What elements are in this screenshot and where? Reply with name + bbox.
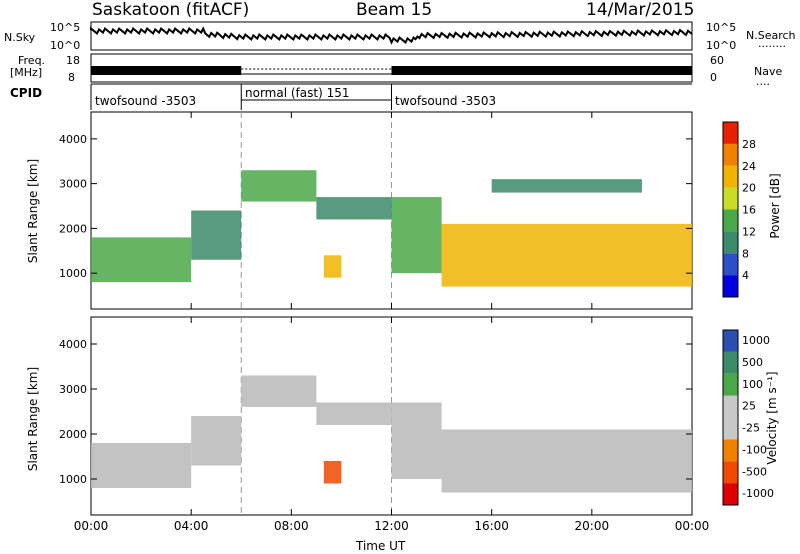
velocity-ytick-label: 1000: [59, 473, 87, 486]
velocity-colorbar-tick: -25: [742, 422, 760, 435]
nave-tick-top: 60: [710, 54, 724, 67]
power-colorbar-segment: [723, 275, 738, 297]
power-colorbar-label: Power [dB]: [768, 173, 782, 239]
cpid-segment-1: twofsound -3503: [95, 94, 197, 108]
velocity-ylabel: Slant Range [km]: [26, 366, 40, 472]
cpid-segment-2: normal (fast) 151: [245, 86, 350, 100]
station-title: Saskatoon (fitACF): [92, 0, 250, 20]
velocity-scatter-band: [316, 402, 392, 425]
power-scatter-band: [323, 255, 342, 278]
nave-tick-bottom: 0: [710, 71, 717, 84]
velocity-colorbar-tick: -1000: [742, 487, 774, 500]
velocity-colorbar-label: Velocity [m s⁻¹]: [765, 371, 779, 465]
velocity-colorbar-tick: 25: [742, 400, 756, 413]
freq-tick-top: 18: [66, 54, 80, 67]
power-scatter-band: [191, 210, 242, 260]
power-scatter-band: [91, 237, 192, 283]
nsearch-label: N.Search: [746, 29, 796, 42]
power-colorbar: [722, 121, 739, 298]
nsearch-tick-top: 10^5: [706, 21, 737, 34]
velocity-ytick-label: 4000: [59, 338, 87, 351]
velocity-colorbar-tick: -500: [742, 465, 767, 478]
velocity-colorbar-tick: 100: [742, 378, 763, 391]
power-colorbar-segment: [723, 231, 738, 254]
velocity-scatter-band: [91, 443, 192, 488]
velocity-scatter-band: [191, 416, 242, 466]
nsky-trace: [90, 26, 693, 45]
power-colorbar-segment: [723, 122, 738, 144]
power-colorbar-tick: 28: [742, 138, 756, 151]
power-colorbar-segment: [723, 187, 738, 210]
power-scatter-band: [316, 197, 392, 220]
velocity-colorbar-segment: [723, 417, 738, 440]
xaxis-tick-label: 08:00: [274, 519, 309, 533]
power-ytick-label: 4000: [59, 133, 87, 146]
nsky-panel: [90, 21, 693, 51]
velocity-colorbar-segment: [723, 351, 738, 374]
xaxis-tick-label: 12:00: [374, 519, 409, 533]
power-colorbar-tick: 24: [742, 160, 756, 173]
velocity-scatter-band: [241, 375, 317, 407]
velocity-scatter-band: [441, 429, 692, 493]
power-scatter-band: [441, 223, 692, 287]
velocity-colorbar-segment: [723, 330, 738, 352]
velocity-colorbar-segment: [723, 461, 738, 484]
velocity-scatter-band: [323, 461, 342, 484]
power-scatter-band: [391, 197, 442, 274]
freq-tick-bottom: 8: [68, 71, 75, 84]
velocity-colorbar-segment: [723, 483, 738, 505]
xaxis-tick-label: 04:00: [174, 519, 209, 533]
nsky-label: N.Sky: [4, 31, 36, 44]
power-colorbar-tick: 4: [742, 269, 749, 282]
freq-bar-2: [391, 66, 692, 75]
power-colorbar-segment: [723, 165, 738, 188]
power-colorbar-segment: [723, 143, 738, 166]
date-title: 14/Mar/2015: [586, 0, 695, 20]
cpid-label: CPID: [10, 86, 43, 100]
freq-unit-label: [MHz]: [10, 66, 43, 79]
velocity-colorbar-tick: 1000: [742, 334, 770, 347]
xaxis-tick-label: 00:00: [74, 519, 109, 533]
velocity-ytick-label: 2000: [59, 428, 87, 441]
power-colorbar-tick: 20: [742, 182, 756, 195]
power-colorbar-segment: [723, 209, 738, 232]
xaxis-tick-label: 00:00: [675, 519, 710, 533]
xaxis-tick-label: 20:00: [575, 519, 610, 533]
power-colorbar-segment: [723, 253, 738, 276]
cpid-segment-3: twofsound -3503: [395, 94, 497, 108]
power-colorbar-tick: 16: [742, 204, 756, 217]
velocity-colorbar-segment: [723, 373, 738, 396]
nsearch-tick-bottom: 10^0: [706, 39, 737, 52]
velocity-colorbar-tick: 500: [742, 356, 763, 369]
power-colorbar-tick: 12: [742, 225, 756, 238]
xaxis-label: Time UT: [356, 539, 406, 553]
power-ytick-label: 2000: [59, 222, 87, 235]
power-ytick-label: 3000: [59, 178, 87, 191]
velocity-scatter-band: [391, 402, 442, 479]
nave-dots: ....: [756, 75, 770, 88]
velocity-colorbar-segment: [723, 439, 738, 462]
xaxis-tick-label: 16:00: [474, 519, 509, 533]
velocity-ytick-label: 3000: [59, 383, 87, 396]
power-colorbar-tick: 8: [742, 247, 749, 260]
velocity-colorbar-tick: -100: [742, 443, 767, 456]
power-scatter-band: [241, 170, 317, 202]
velocity-colorbar-segment: [723, 395, 738, 418]
velocity-colorbar: [722, 329, 739, 506]
power-ytick-label: 1000: [59, 267, 87, 280]
power-ylabel: Slant Range [km]: [26, 158, 40, 264]
freq-label: Freq.: [18, 54, 46, 67]
freq-bar-1: [91, 66, 242, 75]
beam-title: Beam 15: [356, 0, 433, 20]
nsearch-dots: ........: [758, 37, 786, 50]
nsky-tick-top: 10^5: [50, 21, 81, 34]
nsky-tick-bottom: 10^0: [50, 39, 81, 52]
power-scatter-band: [491, 179, 642, 193]
nave-label: Nave: [754, 65, 783, 78]
